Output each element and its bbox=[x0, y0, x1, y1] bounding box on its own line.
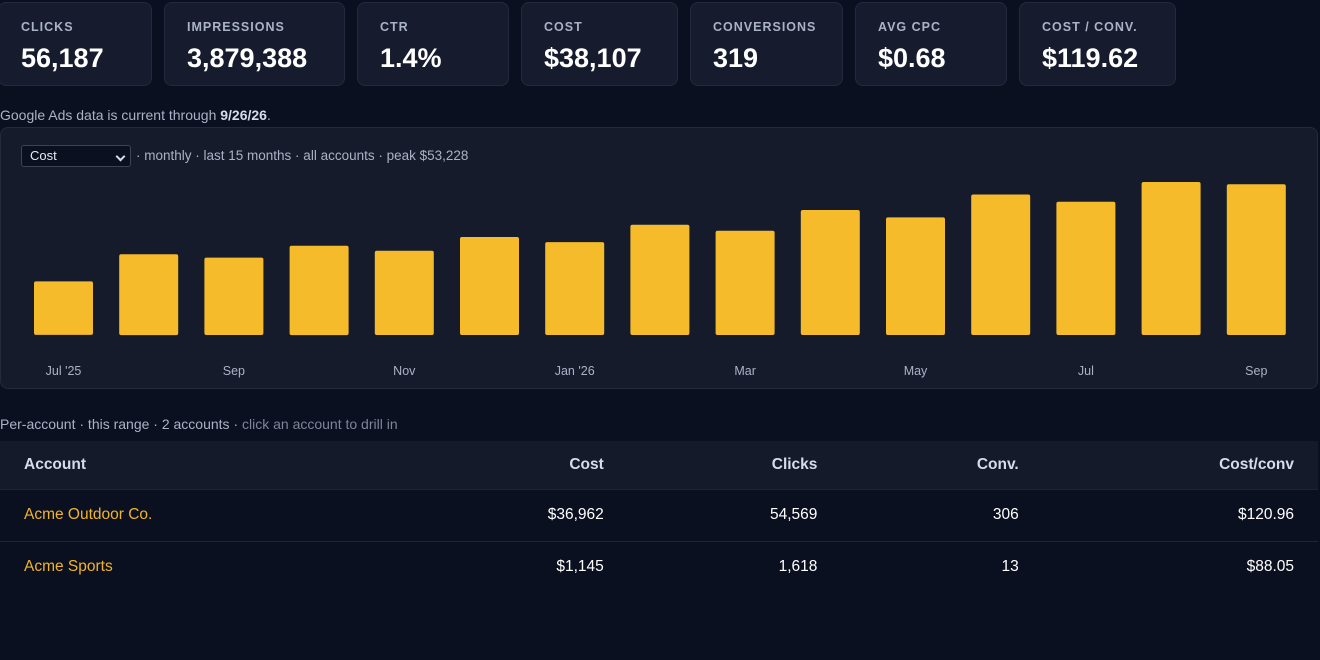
x-tick-label: May bbox=[904, 364, 928, 378]
table-row[interactable]: Acme Sports $1,145 1,618 13 $88.05 bbox=[0, 541, 1318, 593]
kpi-card-clicks: CLICKS 56,187 bbox=[0, 2, 152, 86]
cost-bar-chart: Jul '25 Sep Nov Jan '26 Mar May Jul Sep bbox=[34, 182, 1286, 378]
kpi-card-conversions: CONVERSIONS 319 bbox=[690, 2, 843, 86]
cell-conv: 306 bbox=[992, 506, 1019, 523]
x-tick-label: Jul bbox=[1078, 364, 1094, 378]
freshness-suffix: . bbox=[266, 107, 271, 123]
bar-jul-25[interactable] bbox=[34, 281, 93, 335]
freshness-date: 9/26/26 bbox=[220, 107, 267, 123]
x-tick-label: Sep bbox=[223, 364, 245, 378]
kpi-value: $119.62 bbox=[1042, 43, 1139, 73]
table-row[interactable]: Acme Outdoor Co. $36,962 54,569 306 $120… bbox=[0, 489, 1318, 541]
column-header-cost-per-conv[interactable]: Cost/conv bbox=[1219, 455, 1294, 473]
kpi-value: $0.68 bbox=[878, 43, 946, 73]
metric-select[interactable]: Cost bbox=[21, 145, 131, 167]
x-tick-label: Mar bbox=[734, 364, 756, 378]
kpi-label: AVG CPC bbox=[878, 20, 942, 34]
bar-feb-26[interactable] bbox=[630, 224, 690, 335]
cell-conv: 13 bbox=[1001, 558, 1019, 576]
kpi-card-cost-per-conv: COST / CONV. $119.62 bbox=[1019, 2, 1176, 86]
kpi-value: $38,107 bbox=[544, 43, 642, 73]
kpi-card-cost: COST $38,107 bbox=[521, 2, 678, 86]
bar-aug-25[interactable] bbox=[119, 254, 179, 336]
metric-select-value: Cost bbox=[30, 148, 57, 163]
bar-sep-25[interactable] bbox=[204, 257, 264, 335]
kpi-label: IMPRESSIONS bbox=[187, 20, 285, 34]
bar-apr-26[interactable] bbox=[800, 210, 860, 335]
account-link[interactable]: Acme Outdoor Co. bbox=[24, 506, 153, 523]
cell-cost: $1,145 bbox=[556, 558, 604, 576]
account-link[interactable]: Acme Sports bbox=[24, 558, 113, 576]
bar-may-26[interactable] bbox=[886, 217, 945, 335]
chart-panel: Cost · monthly · last 15 months · all ac… bbox=[0, 127, 1318, 389]
column-header-cost[interactable]: Cost bbox=[569, 455, 604, 473]
kpi-card-ctr: CTR 1.4% bbox=[357, 2, 509, 86]
table-caption-hint: click an account to drill in bbox=[242, 416, 398, 432]
bar-mar-26[interactable] bbox=[715, 230, 775, 335]
table-header-row: Account Cost Clicks Conv. Cost/conv bbox=[0, 441, 1318, 489]
table-caption-text: Per-account · this range · 2 accounts · bbox=[0, 416, 242, 432]
bar-sep-26[interactable] bbox=[1226, 184, 1286, 335]
bar-oct-25[interactable] bbox=[289, 245, 349, 336]
table-caption: Per-account · this range · 2 accounts · … bbox=[0, 416, 398, 432]
x-tick-label: Jan '26 bbox=[555, 364, 595, 378]
cell-cost-per-conv: $120.96 bbox=[1237, 506, 1294, 523]
column-header-account[interactable]: Account bbox=[24, 455, 86, 473]
kpi-label: COST / CONV. bbox=[1042, 20, 1138, 34]
bar-jun-26[interactable] bbox=[971, 194, 1031, 336]
chart-meta: · monthly · last 15 months · all account… bbox=[136, 148, 469, 163]
kpi-value: 319 bbox=[713, 43, 759, 73]
column-header-clicks[interactable]: Clicks bbox=[771, 455, 818, 473]
freshness-prefix: Google Ads data is current through bbox=[0, 107, 221, 123]
bar-aug-26[interactable] bbox=[1141, 182, 1201, 335]
kpi-card-impressions: IMPRESSIONS 3,879,388 bbox=[164, 2, 345, 86]
x-tick-label: Sep bbox=[1245, 364, 1267, 378]
kpi-card-avg-cpc: AVG CPC $0.68 bbox=[855, 2, 1007, 86]
kpi-label: CLICKS bbox=[21, 20, 74, 34]
cell-clicks: 1,618 bbox=[778, 558, 818, 576]
bar-jan-26[interactable] bbox=[545, 242, 605, 335]
bar-nov-25[interactable] bbox=[374, 250, 434, 335]
bar-jul-26[interactable] bbox=[1056, 201, 1116, 335]
x-tick-label: Nov bbox=[393, 364, 416, 378]
cell-cost: $36,962 bbox=[547, 506, 604, 523]
cell-cost-per-conv: $88.05 bbox=[1246, 558, 1294, 576]
kpi-value: 56,187 bbox=[21, 43, 104, 73]
accounts-table: Account Cost Clicks Conv. Cost/conv Acme… bbox=[0, 441, 1318, 593]
kpi-value: 3,879,388 bbox=[187, 43, 308, 73]
kpi-label: CTR bbox=[380, 20, 409, 34]
data-freshness-note: Google Ads data is current through 9/26/… bbox=[0, 107, 271, 123]
kpi-value: 1.4% bbox=[380, 43, 442, 73]
cell-clicks: 54,569 bbox=[770, 506, 818, 523]
kpi-label: CONVERSIONS bbox=[713, 20, 817, 34]
column-header-conv[interactable]: Conv. bbox=[976, 455, 1019, 473]
x-tick-label: Jul '25 bbox=[46, 364, 82, 378]
kpi-label: COST bbox=[544, 20, 583, 34]
bar-dec-25[interactable] bbox=[460, 237, 519, 335]
